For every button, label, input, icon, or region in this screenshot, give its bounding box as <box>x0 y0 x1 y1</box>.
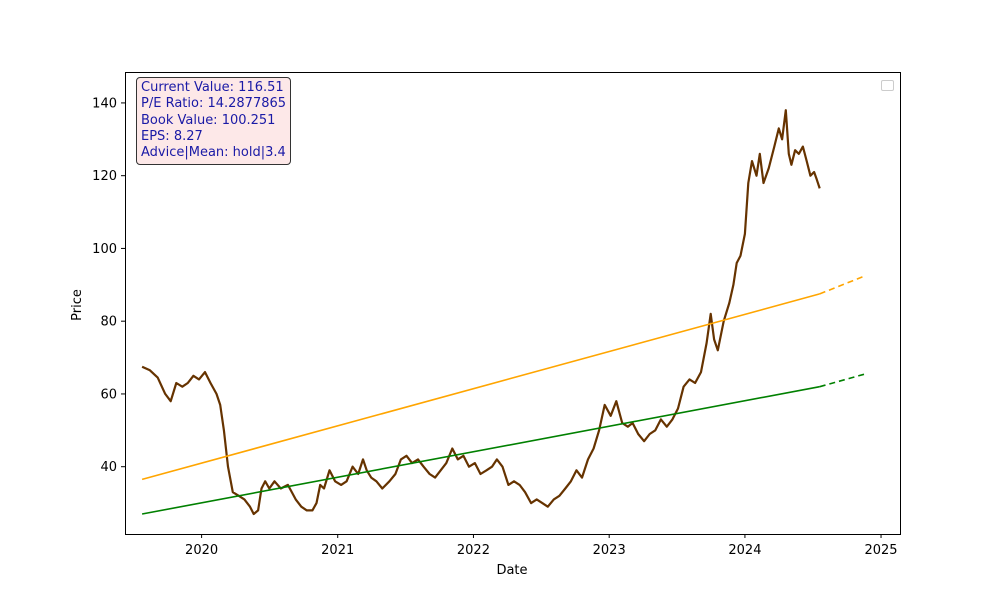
x-tick-label: 2021 <box>321 543 354 558</box>
x-tick-label: 2022 <box>457 543 490 558</box>
y-tick-label: 60 <box>100 387 117 402</box>
upper_trend-line <box>141 293 820 481</box>
x-tick-label: 2025 <box>864 543 897 558</box>
y-tick-label: 140 <box>92 96 117 111</box>
y-axis-label: Price <box>70 289 85 321</box>
series-layer <box>141 109 866 516</box>
stock-info-box: Current Value: 116.51 P/E Ratio: 14.2877… <box>136 77 292 166</box>
current-value-text: Current Value: 116.51 <box>141 80 284 95</box>
legend <box>881 80 894 91</box>
y-tick-label: 40 <box>100 460 117 475</box>
advice-text: Advice|Mean: hold|3.4 <box>141 145 286 161</box>
book-value-text: Book Value: 100.251 <box>141 112 276 128</box>
x-tick-label: 2024 <box>728 543 761 558</box>
y-tick-label: 100 <box>92 242 117 257</box>
x-tick-label: 2020 <box>185 543 218 558</box>
y-tick-label: 80 <box>100 315 117 330</box>
x-axis-label: Date <box>496 563 527 578</box>
lower_trend-projection-line <box>819 373 866 388</box>
price-line <box>141 109 821 516</box>
pe-ratio-text: P/E Ratio: 14.2877865 <box>141 96 287 112</box>
y-axis: 40 60 80 100 120 140 <box>92 96 125 475</box>
y-tick-label: 120 <box>92 169 117 184</box>
upper_trend-projection-line <box>819 274 866 295</box>
plot-frame <box>125 72 901 535</box>
x-axis: 2020 2021 2022 2023 2024 2025 <box>185 534 898 558</box>
x-tick-label: 2023 <box>593 543 626 558</box>
lower_trend-line <box>141 385 820 515</box>
eps-text: EPS: 8.27 <box>141 128 203 144</box>
